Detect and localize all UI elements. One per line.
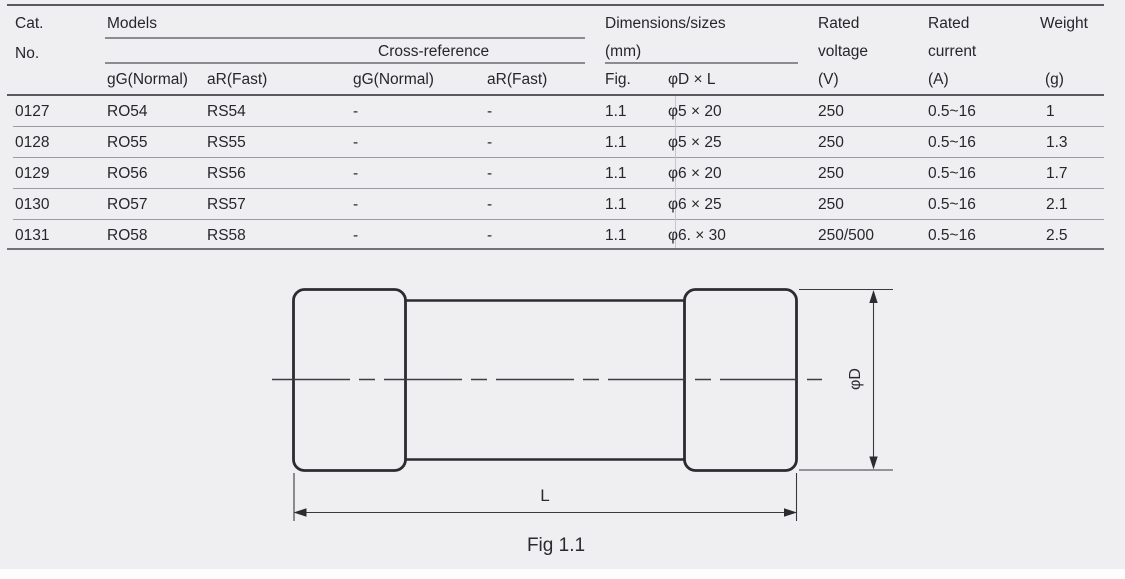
col-header-weight: Weight: [1040, 15, 1088, 32]
col-header-current: current: [928, 43, 977, 60]
cell-dxl: φ5 × 25: [668, 134, 722, 151]
table-row: 0130 RO57 RS57 - - 1.1 φ6 × 25 250 0.5~16 2.1: [0, 189, 1125, 220]
col-header-models: Models: [107, 15, 157, 32]
cell-car: -: [487, 196, 493, 213]
arrowhead-right: [784, 508, 797, 517]
cell-car: -: [487, 103, 493, 120]
cell-gg: RO58: [107, 227, 148, 244]
cell-g: 1: [1046, 103, 1055, 120]
cell-dxl: φ5 × 20: [668, 103, 722, 120]
cell-a: 0.5~16: [928, 227, 976, 244]
subheader-models-gg: gG(Normal): [107, 71, 188, 88]
cell-cgg: -: [353, 196, 359, 213]
cell-a: 0.5~16: [928, 103, 976, 120]
subheader-cross-ar: aR(Fast): [487, 71, 548, 88]
cell-g: 1.7: [1046, 165, 1068, 182]
table-row: 0131 RO58 RS58 - - 1.1 φ6. × 30 250/500 0.5~16 2.…: [0, 220, 1125, 251]
arrowhead-down: [869, 456, 878, 470]
cell-dxl: φ6. × 30: [668, 227, 726, 244]
cell-ar: RS54: [207, 103, 246, 120]
cell-cat: 0129: [15, 165, 50, 182]
cell-g: 1.3: [1046, 134, 1068, 151]
cell-a: 0.5~16: [928, 196, 976, 213]
cell-cgg: -: [353, 165, 359, 182]
cell-fig: 1.1: [605, 103, 627, 120]
cell-cat: 0128: [15, 134, 50, 151]
cell-fig: 1.1: [605, 165, 627, 182]
models-group-underline: [105, 37, 585, 39]
cell-gg: RO55: [107, 134, 148, 151]
col-header-voltage: voltage: [818, 43, 868, 60]
row-separator: [13, 188, 1104, 189]
cell-fig: 1.1: [605, 227, 627, 244]
cell-g: 2.5: [1046, 227, 1068, 244]
figure-caption: Fig 1.1: [526, 535, 586, 556]
cell-ar: RS55: [207, 134, 246, 151]
row-separator: [13, 126, 1104, 127]
table-row: 0129 RO56 RS56 - - 1.1 φ6 × 20 250 0.5~16 1.7: [0, 158, 1125, 189]
cell-a: 0.5~16: [928, 134, 976, 151]
arrowhead-left: [293, 508, 307, 517]
subheader-fig: Fig.: [605, 71, 631, 88]
cell-a: 0.5~16: [928, 165, 976, 182]
col-header-dimensions: Dimensions/sizes: [605, 15, 726, 32]
cell-gg: RO54: [107, 103, 148, 120]
table-bottom-border: [7, 248, 1104, 250]
cell-fig: 1.1: [605, 134, 627, 151]
subheader-cross-gg: gG(Normal): [353, 71, 434, 88]
table-row: 0127 RO54 RS54 - - 1.1 φ5 × 20 250 0.5~16 1: [0, 96, 1125, 127]
row-separator: [13, 219, 1104, 220]
cell-cgg: -: [353, 227, 359, 244]
cell-gg: RO56: [107, 165, 148, 182]
diameter-dimension-label: φD: [847, 368, 864, 390]
subheader-dxl: φD × L: [668, 71, 716, 88]
col-header-current-unit: (A): [928, 71, 949, 88]
col-header-rated-current: Rated: [928, 15, 970, 32]
cell-car: -: [487, 165, 493, 182]
cell-dxl: φ6 × 25: [668, 196, 722, 213]
cross-reference-underline: [105, 62, 585, 64]
cell-cat: 0127: [15, 103, 50, 120]
col-header-cross-reference: Cross-reference: [378, 43, 490, 60]
cell-gg: RO57: [107, 196, 148, 213]
cell-ar: RS58: [207, 227, 246, 244]
cell-g: 2.1: [1046, 196, 1068, 213]
cell-v: 250: [818, 103, 844, 120]
cell-cat: 0131: [15, 227, 50, 244]
subheader-models-ar: aR(Fast): [207, 71, 268, 88]
cell-cgg: -: [353, 134, 359, 151]
cell-ar: RS57: [207, 196, 246, 213]
cell-v: 250/500: [818, 227, 875, 244]
cell-fig: 1.1: [605, 196, 627, 213]
cell-v: 250: [818, 165, 844, 182]
col-header-rated-voltage: Rated: [818, 15, 860, 32]
cell-car: -: [487, 134, 493, 151]
cell-ar: RS56: [207, 165, 246, 182]
bottom-white-strip: [0, 569, 1125, 579]
header-bottom-border: [7, 94, 1104, 96]
cell-cgg: -: [353, 103, 359, 120]
col-header-cat-no: No.: [15, 45, 40, 62]
table-top-border: [7, 4, 1104, 6]
col-header-voltage-unit: (V): [818, 71, 839, 88]
cell-cat: 0130: [15, 196, 50, 213]
col-header-dimensions-mm: (mm): [605, 43, 642, 60]
col-header-weight-unit: (g): [1045, 71, 1064, 88]
col-header-cat: Cat.: [15, 15, 44, 32]
cell-v: 250: [818, 196, 844, 213]
length-dimension-label: L: [540, 486, 550, 505]
arrowhead-up: [869, 290, 878, 303]
dimension-column-rule: [675, 96, 676, 248]
cell-car: -: [487, 227, 493, 244]
cell-v: 250: [818, 134, 844, 151]
row-separator: [13, 157, 1104, 158]
mm-underline: [605, 62, 798, 64]
table-row: 0128 RO55 RS55 - - 1.1 φ5 × 25 250 0.5~16 1.3: [0, 127, 1125, 158]
cell-dxl: φ6 × 20: [668, 165, 722, 182]
